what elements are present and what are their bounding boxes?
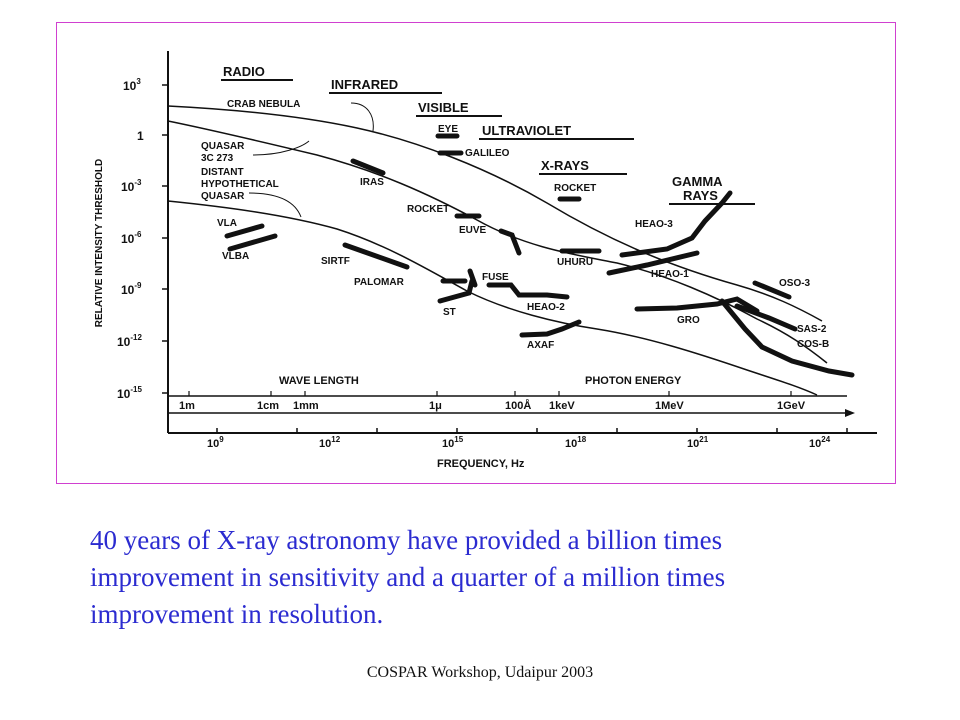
y-tick-label: 10-9 — [121, 281, 142, 297]
oso3-mark — [752, 280, 792, 300]
y-tick-label: 103 — [123, 77, 141, 93]
heao1-mark — [606, 250, 700, 276]
instrument-label: EYE — [438, 124, 458, 135]
freq-tick-label: 109 — [207, 435, 224, 450]
band-label: GAMMA — [672, 174, 723, 189]
x-axis-title: FREQUENCY, Hz — [437, 458, 525, 470]
band-label: INFRARED — [331, 77, 398, 92]
scale-label: 1m — [179, 400, 195, 412]
scale-arrow — [845, 409, 855, 417]
scale-label: 1cm — [257, 400, 279, 412]
iras-mark — [350, 158, 386, 176]
figure-frame: 103 1 10-3 10-6 10-9 10-12 10-15 RELATIV… — [56, 22, 896, 484]
instrument-label: FUSE — [482, 272, 509, 283]
vla-mark — [224, 223, 265, 239]
caption-line: 40 years of X-ray astronomy have provide… — [90, 525, 723, 555]
source-label: QUASAR — [201, 141, 245, 152]
scale-label: 100Å — [505, 399, 531, 412]
y-tick-label: 10-3 — [121, 178, 142, 194]
euve-mark — [498, 228, 522, 256]
instrument-label: GALILEO — [465, 148, 510, 159]
distant-quasar-curve — [167, 200, 818, 396]
band-label: VISIBLE — [418, 100, 469, 115]
photon-energy-title: PHOTON ENERGY — [585, 375, 682, 387]
instrument-label: ROCKET — [407, 204, 449, 215]
sensitivity-diagram: 103 1 10-3 10-6 10-9 10-12 10-15 RELATIV… — [94, 51, 877, 470]
instrument-label: IRAS — [360, 177, 384, 188]
band-label: RADIO — [223, 64, 265, 79]
y-tick-label: 10-6 — [121, 230, 142, 246]
instrument-label: HEAO-1 — [651, 269, 689, 280]
instrument-label: PALOMAR — [354, 277, 405, 288]
fuse-mark — [467, 268, 478, 288]
source-label: CRAB NEBULA — [227, 99, 300, 110]
source-pointer — [252, 140, 310, 156]
scale-label: 1mm — [293, 400, 319, 412]
source-label: QUASAR — [201, 191, 245, 202]
y-tick-label: 10-12 — [117, 333, 142, 349]
y-tick-label: 1 — [137, 129, 144, 143]
band-label: X-RAYS — [541, 158, 589, 173]
cosb-mark — [719, 298, 855, 378]
source-label: HYPOTHETICAL — [201, 179, 279, 190]
instrument-label: SAS-2 — [797, 324, 827, 335]
scale-label: 1μ — [429, 400, 442, 412]
scale-label: 1MeV — [655, 400, 684, 412]
source-label: DISTANT — [201, 167, 244, 178]
instrument-label: ST — [443, 307, 456, 318]
caption: 40 years of X-ray astronomy have provide… — [90, 522, 890, 633]
st-mark — [437, 278, 475, 304]
source-pointer — [248, 192, 302, 218]
instrument-label: EUVE — [459, 225, 487, 236]
source-pointer — [350, 102, 374, 132]
heao3-mark — [619, 190, 733, 258]
freq-tick-label: 1024 — [809, 435, 831, 450]
instrument-label: VLBA — [222, 251, 249, 262]
instrument-label: AXAF — [527, 340, 554, 351]
wavelength-title: WAVE LENGTH — [279, 375, 359, 387]
instrument-label: GRO — [677, 315, 700, 326]
crab-nebula-curve — [167, 105, 823, 322]
scale-label: 1GeV — [777, 400, 806, 412]
freq-tick-label: 1012 — [319, 435, 341, 450]
instrument-label: HEAO-2 — [527, 302, 565, 313]
caption-line: improvement in sensitivity and a quarter… — [90, 562, 726, 592]
quasar-3c273-curve — [167, 120, 828, 364]
fuse-mark — [486, 282, 570, 300]
band-label: RAYS — [683, 188, 718, 203]
gro-mark — [634, 296, 760, 314]
band-label: ULTRAVIOLET — [482, 123, 571, 138]
freq-tick-label: 1015 — [442, 435, 464, 450]
axaf-mark — [519, 319, 582, 338]
freq-tick-label: 1018 — [565, 435, 587, 450]
instrument-label: COS-B — [797, 339, 829, 350]
instrument-label: OSO-3 — [779, 278, 811, 289]
instrument-label: SIRTF — [321, 256, 350, 267]
instrument-label: ROCKET — [554, 183, 596, 194]
scale-label: 1keV — [549, 400, 575, 412]
instrument-label: UHURU — [557, 257, 593, 268]
sirtf-mark — [342, 242, 410, 270]
caption-line: improvement in resolution. — [90, 599, 384, 629]
freq-tick-label: 1021 — [687, 435, 709, 450]
instrument-label: HEAO-3 — [635, 219, 673, 230]
source-label: 3C 273 — [201, 153, 234, 164]
vlba-mark — [227, 233, 278, 252]
instrument-label: VLA — [217, 218, 237, 229]
sas2-mark — [734, 303, 798, 332]
slide-footer: COSPAR Workshop, Udaipur 2003 — [366, 664, 594, 681]
y-tick-label: 10-15 — [117, 385, 142, 401]
y-axis-title: RELATIVE INTENSITY THRESHOLD — [94, 159, 105, 328]
